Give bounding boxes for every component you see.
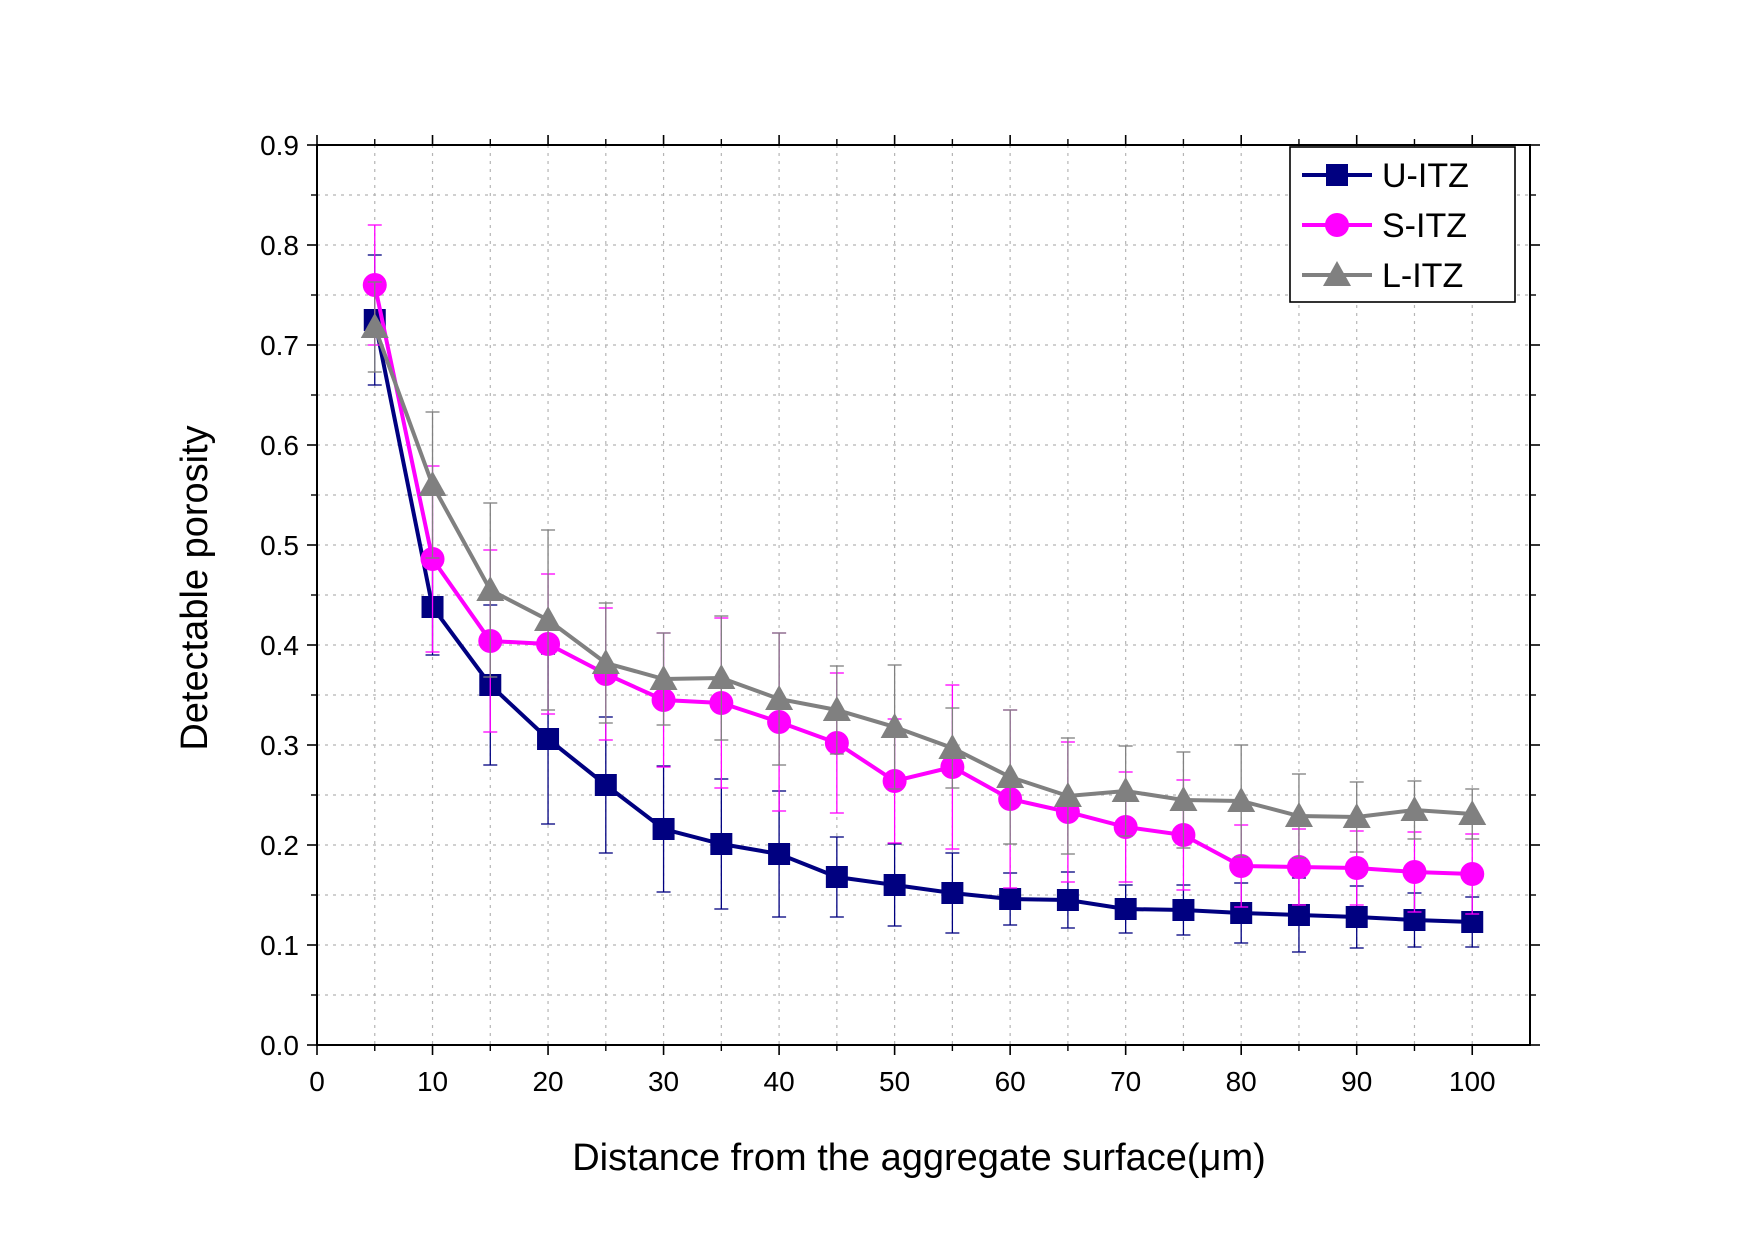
legend-label: U-ITZ — [1382, 157, 1469, 195]
y-tick-label: 0.9 — [260, 130, 299, 161]
y-tick-label: 0.6 — [260, 430, 299, 461]
data-point-triangle — [996, 763, 1025, 788]
data-point-square — [941, 882, 964, 904]
data-point-circle — [1286, 855, 1311, 879]
data-point-triangle — [822, 696, 851, 721]
data-point-circle — [1344, 856, 1369, 880]
x-tick-label: 10 — [417, 1066, 448, 1097]
legend-label: S-ITZ — [1382, 207, 1467, 245]
data-point-triangle — [534, 606, 563, 631]
data-point-triangle — [1342, 803, 1371, 828]
data-point-square — [883, 874, 906, 896]
data-point-triangle — [765, 685, 794, 710]
data-point-triangle — [1400, 796, 1429, 821]
data-point-square — [710, 833, 733, 855]
x-tick-label: 90 — [1341, 1066, 1372, 1097]
y-tick-label: 0.4 — [260, 630, 299, 661]
data-point-square — [652, 818, 675, 840]
data-point-square — [1172, 899, 1195, 921]
y-tick-label: 0.0 — [260, 1030, 299, 1061]
data-point-triangle — [1458, 800, 1487, 825]
data-point-triangle — [476, 576, 505, 601]
data-point-triangle — [591, 649, 620, 674]
x-tick-label: 30 — [648, 1066, 679, 1097]
data-point-triangle — [1053, 782, 1082, 807]
data-point-circle — [1229, 854, 1254, 878]
data-point-triangle — [1169, 786, 1198, 811]
legend: U-ITZ S-ITZ L-ITZ — [1289, 146, 1516, 303]
x-tick-label: 40 — [764, 1066, 795, 1097]
data-point-square — [1287, 904, 1310, 926]
legend-entry-s-itz: S-ITZ — [1302, 207, 1467, 245]
data-point-circle — [420, 547, 445, 571]
data-point-square — [1056, 889, 1079, 911]
data-point-square — [1403, 909, 1426, 931]
data-point-square — [594, 774, 617, 796]
data-point-triangle — [880, 713, 909, 738]
data-point-triangle — [938, 734, 967, 759]
data-point-triangle — [418, 471, 447, 496]
axes-layer: 0 10 20 30 40 50 60 70 80 90 100 0.0 0.1 0.2 0.3 0.4 0.5… — [260, 130, 1540, 1097]
data-point-square — [1461, 911, 1484, 933]
x-tick-label: 80 — [1226, 1066, 1257, 1097]
y-tick-label: 0.5 — [260, 530, 299, 561]
data-point-triangle — [649, 665, 678, 690]
grid-layer — [317, 145, 1530, 1045]
legend-entry-l-itz: L-ITZ — [1302, 257, 1463, 295]
x-tick-label: 50 — [879, 1066, 910, 1097]
data-point-triangle — [1111, 777, 1140, 802]
legend-marker-square — [1326, 164, 1348, 186]
legend-entry-u-itz: U-ITZ — [1302, 157, 1469, 195]
legend-marker-circle — [1325, 213, 1349, 237]
y-tick-label: 0.3 — [260, 730, 299, 761]
y-tick-label: 0.2 — [260, 830, 299, 861]
data-point-square — [1345, 906, 1368, 928]
y-axis-title: Detectable porosity — [174, 425, 216, 750]
series-layer — [360, 224, 1487, 953]
series-l-itz — [360, 281, 1487, 859]
x-tick-label: 0 — [309, 1066, 325, 1097]
data-point-circle — [1460, 862, 1485, 886]
data-point-triangle — [360, 313, 389, 338]
data-point-triangle — [1284, 802, 1313, 827]
data-point-circle — [1402, 860, 1427, 884]
data-point-square — [768, 843, 791, 865]
data-point-triangle — [1227, 787, 1256, 812]
x-tick-label: 60 — [995, 1066, 1026, 1097]
data-point-square — [1114, 898, 1137, 920]
x-tick-label: 20 — [532, 1066, 563, 1097]
data-point-square — [537, 728, 560, 750]
x-tick-label: 100 — [1449, 1066, 1496, 1097]
y-tick-label: 0.7 — [260, 330, 299, 361]
data-point-triangle — [707, 664, 736, 689]
data-point-square — [825, 866, 848, 888]
y-tick-label: 0.8 — [260, 230, 299, 261]
y-tick-label: 0.1 — [260, 930, 299, 961]
data-point-square — [999, 888, 1022, 910]
legend-label: L-ITZ — [1382, 257, 1463, 295]
x-tick-label: 70 — [1110, 1066, 1141, 1097]
x-axis-title: Distance from the aggregate surface(μm) — [572, 1137, 1266, 1179]
legend-marker-triangle — [1323, 261, 1351, 286]
